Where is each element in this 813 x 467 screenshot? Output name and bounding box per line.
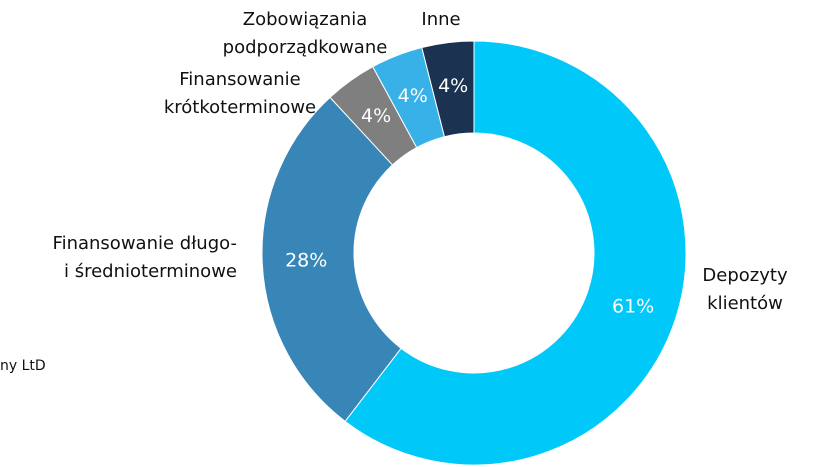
category-label: Finansowanie	[179, 69, 301, 90]
category-label: krótkoterminowe	[164, 97, 316, 118]
value-label: 4%	[398, 85, 428, 107]
category-label: i średnioterminowe	[64, 261, 237, 282]
category-label: Inne	[421, 9, 460, 30]
footnote: ny LtD	[0, 358, 46, 374]
slice	[344, 40, 687, 466]
value-label: 4%	[361, 105, 391, 127]
value-label: 4%	[438, 75, 468, 97]
category-label: Finansowanie długo-	[53, 233, 237, 254]
value-label: 61%	[612, 295, 654, 317]
value-label: 28%	[285, 249, 327, 271]
slice	[421, 40, 475, 138]
category-label: Depozyty	[702, 265, 788, 286]
category-label: klientów	[707, 293, 783, 314]
slice	[261, 96, 402, 423]
category-label: podporządkowane	[223, 37, 388, 58]
category-label: Zobowiązania	[243, 9, 367, 30]
